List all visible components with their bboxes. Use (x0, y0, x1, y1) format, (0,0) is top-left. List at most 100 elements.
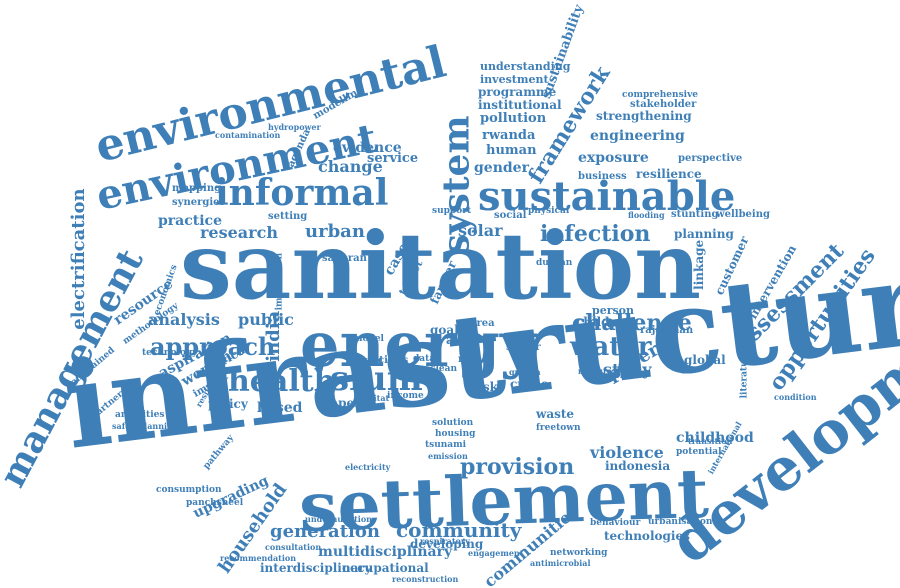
word-global: global (684, 353, 726, 368)
word-sector: sector (506, 341, 541, 353)
word-electrification: electrification (68, 188, 90, 330)
word-human: human (486, 143, 537, 159)
word-pollution: pollution (480, 111, 547, 127)
word-brazil: brazil (354, 355, 383, 366)
word-person: person (592, 303, 635, 317)
word-hydropower: hydropower (268, 122, 321, 133)
word-undernutrition: undernutrition (305, 514, 372, 525)
word-crime: crime (510, 377, 549, 392)
word-mapping: mapping (172, 182, 222, 194)
word-childhood: childhood (676, 429, 754, 446)
word-risk: risk (472, 380, 498, 395)
word-contamination: contamination (215, 130, 281, 141)
word-resilience: resilience (636, 167, 702, 182)
word-behaviour: behaviour (590, 517, 641, 528)
word-recommendation: recommendation (220, 553, 297, 564)
word-energy: energy (300, 308, 537, 382)
word-durban: durban (536, 257, 573, 268)
word-developing: developing (410, 537, 484, 552)
word-technology: technology (142, 347, 198, 358)
word-service: service (367, 151, 419, 167)
word-institutional: institutional (478, 98, 562, 113)
word-respiratory: respiratory (420, 536, 470, 547)
word-occupational: occupational (342, 561, 429, 576)
word-indonesia: indonesia (605, 459, 671, 474)
word-saharan: saharan (322, 252, 367, 264)
word-growth: growth (509, 367, 541, 378)
word-panchsheel: panchsheel (186, 497, 244, 508)
word-business: business (578, 170, 627, 182)
word-gender: gender (474, 159, 529, 176)
word-health: health (228, 364, 336, 400)
word-stakeholder: stakeholder (630, 98, 697, 110)
word-urban: urban (305, 221, 365, 243)
word-investment: investment (480, 72, 549, 86)
word-programme: programme (478, 85, 557, 100)
word-implication: implication (274, 252, 285, 310)
word-evidence: evidence (333, 139, 402, 156)
word-paper: paper (322, 396, 361, 411)
word-planning: planning (674, 227, 734, 242)
word-flooding: flooding (628, 210, 665, 221)
word-tsunami: tsunami (425, 439, 467, 450)
word-networking: networking (550, 547, 608, 558)
word-challenge: challenge (572, 309, 692, 336)
word-study: study (603, 359, 652, 379)
word-research: research (200, 222, 278, 242)
word-perspective: perspective (678, 152, 743, 164)
word-multidisciplinary: multidisciplinary (318, 543, 453, 560)
word-amenities: amenities (115, 409, 165, 420)
word-analysis: analysis (148, 309, 220, 329)
word-condition: condition (774, 392, 817, 403)
word-community: community (396, 517, 522, 542)
word-policy: policy (208, 397, 248, 412)
word-waste: waste (536, 407, 575, 422)
word-countrie: countrie (590, 370, 628, 381)
word-support: support (432, 205, 472, 216)
word-based: based (257, 399, 303, 416)
word-public: public (238, 309, 294, 329)
word-area: area (470, 317, 495, 329)
word-electricity: electricity (345, 462, 391, 473)
word-technologies: technologies (604, 529, 690, 544)
word-engineering: engineering (590, 127, 685, 144)
word-data: data (413, 353, 436, 364)
word-rajasthan: rajasthan (640, 324, 694, 336)
word-understanding: understanding (480, 59, 571, 73)
word-slum: slum (330, 359, 423, 400)
word-practice: practice (158, 212, 222, 229)
word-clean: clean (430, 363, 457, 374)
word-reconstruction: reconstruction (392, 574, 459, 585)
word-cities: cities (378, 354, 409, 366)
word-goal: goal (430, 323, 459, 338)
word-change: change (318, 156, 383, 176)
word-safetyplanning: safetyplanning (112, 421, 179, 432)
word-sustainable: sustainable (478, 173, 736, 221)
word-emission: emission (428, 451, 468, 462)
word-freetown: freetown (536, 422, 581, 433)
word-acc: acc (446, 333, 469, 348)
word-income: income (387, 390, 424, 401)
word-transition: transition (688, 436, 733, 447)
word-generation: generation (270, 521, 380, 543)
word-synergies: synergies (172, 196, 226, 208)
word-approach: approach (150, 332, 276, 362)
word-housing: housing (435, 428, 476, 439)
word-urbanisation: urbanisation (648, 516, 713, 527)
word-wellbeing: wellbeing (716, 208, 770, 220)
word-rwanda: rwanda (482, 128, 536, 144)
word-consultation: consultation (265, 542, 322, 553)
word-violence: violence (590, 442, 664, 462)
word-solar: solar (458, 220, 503, 240)
word-child: child (576, 315, 610, 330)
word-informal: informal (215, 172, 389, 215)
word-maputo: maputo (578, 366, 613, 377)
word-provision: provision (460, 453, 575, 480)
word-physical: physical (528, 205, 570, 216)
word-rural: rural (458, 353, 487, 365)
word-potential: potential (676, 446, 722, 457)
word-interdisciplinary: interdisciplinary (260, 561, 372, 576)
word-exposure: exposure (578, 149, 649, 166)
word-antimicrobial: antimicrobial (530, 558, 591, 569)
